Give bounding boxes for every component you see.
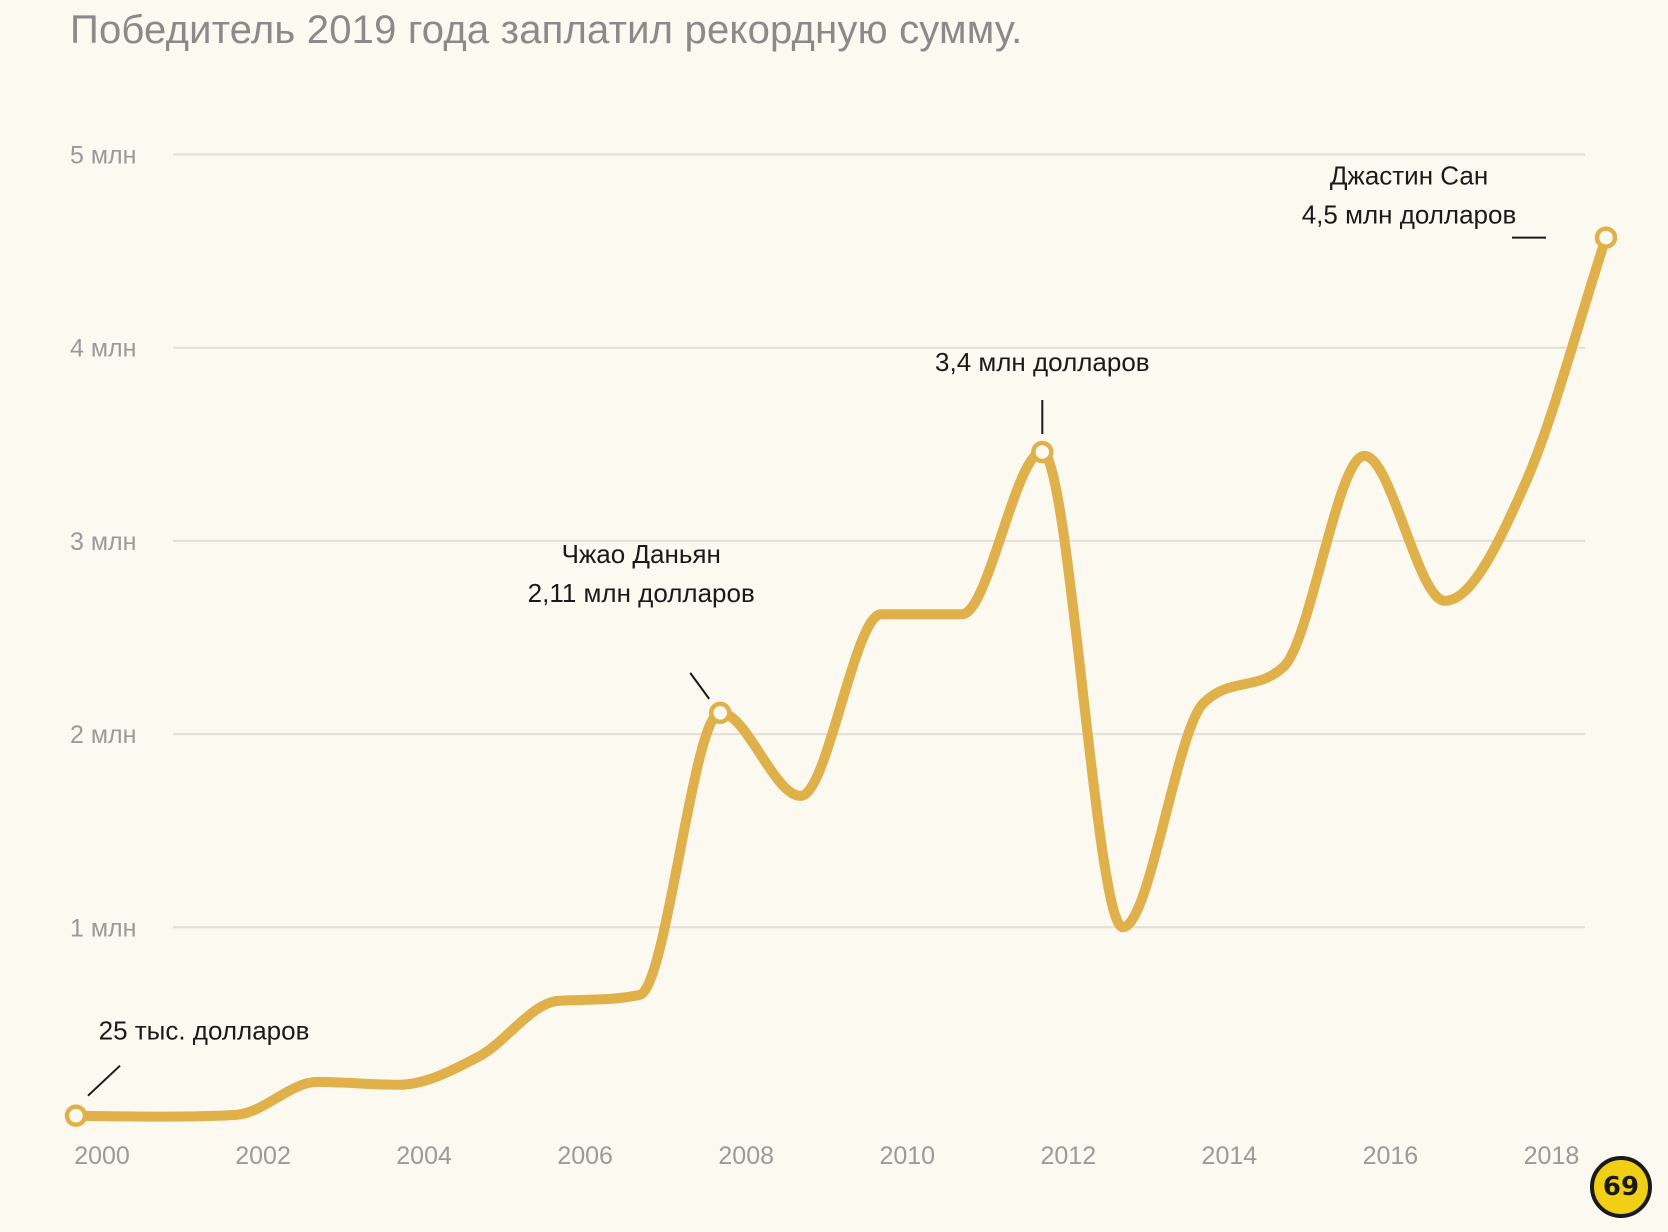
annotation-label: 2,11 млн долларов — [528, 578, 755, 608]
x-tick-label: 2016 — [1363, 1142, 1419, 1170]
annotation-labels: 25 тыс. долларов Чжао Даньян 2,11 млн долл… — [99, 161, 1517, 1046]
y-axis-ticks: 1 млн 2 млн 3 млн 4 млн 5 млн — [70, 142, 136, 943]
annotation-marker — [708, 701, 732, 725]
annotation-leader — [87, 1064, 121, 1097]
x-tick-label: 2010 — [879, 1142, 935, 1170]
annotation-label: 3,4 млн долларов — [935, 347, 1150, 377]
x-tick-label: 2004 — [396, 1142, 452, 1170]
chart-title: Победитель 2019 года заплатил рекордную … — [70, 8, 1023, 52]
brand-logo: 69 — [1590, 1156, 1652, 1218]
x-tick-label: 2008 — [718, 1142, 774, 1170]
annotation-leader — [689, 672, 711, 700]
series-line — [71, 232, 1611, 1122]
annotation-marker — [64, 1104, 88, 1127]
y-tick-label: 3 млн — [70, 528, 136, 556]
x-tick-label: 2006 — [557, 1142, 613, 1170]
x-tick-label: 2012 — [1041, 1142, 1097, 1170]
annotation-label: Чжао Даньян — [562, 539, 721, 569]
annotation-marker — [1594, 226, 1618, 249]
annotation-label: 25 тыс. долларов — [99, 1016, 310, 1046]
x-tick-label: 2014 — [1202, 1142, 1258, 1170]
annotation-label: Джастин Сан — [1330, 161, 1488, 191]
x-tick-label: 2000 — [74, 1142, 130, 1170]
y-tick-label: 1 млн — [70, 914, 136, 942]
series-layer — [71, 232, 1611, 1122]
y-tick-label: 4 млн — [70, 335, 136, 363]
gridlines — [173, 153, 1585, 929]
y-tick-label: 5 млн — [70, 142, 136, 170]
y-tick-label: 2 млн — [70, 721, 136, 749]
annotation-marker — [1031, 440, 1054, 464]
annotation-leaders — [87, 236, 1546, 1097]
annotation-markers — [64, 226, 1618, 1127]
x-tick-label: 2002 — [235, 1142, 291, 1170]
annotation-label: 4,5 млн долларов — [1302, 200, 1517, 230]
x-axis-ticks: 2000 2002 2004 2006 2008 2010 2012 2014 2016 2018 — [74, 1142, 1579, 1170]
x-tick-label: 2018 — [1524, 1142, 1580, 1170]
